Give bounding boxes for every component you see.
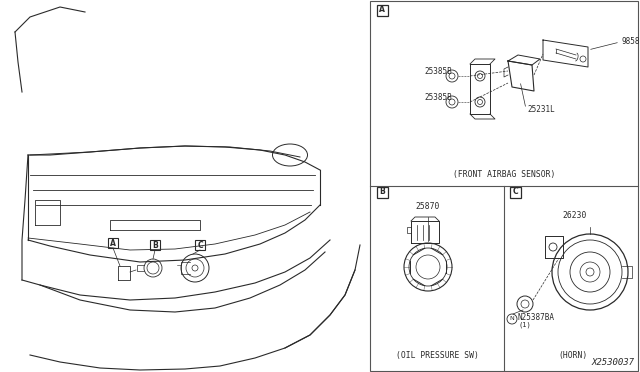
Bar (195, 240, 205, 250)
Text: C: C (512, 187, 518, 196)
Bar (376, 4, 387, 16)
Text: (1): (1) (518, 322, 531, 328)
Bar (370, 1, 638, 371)
Text: 25385B: 25385B (424, 67, 452, 76)
Text: 25231L: 25231L (527, 105, 555, 113)
Text: (FRONT AIRBAG SENSOR): (FRONT AIRBAG SENSOR) (453, 170, 555, 179)
Text: 26230: 26230 (563, 211, 587, 220)
Bar (509, 186, 520, 198)
Text: (OIL PRESSURE SW): (OIL PRESSURE SW) (396, 351, 479, 360)
Text: 98581: 98581 (621, 38, 640, 46)
Text: B: B (379, 187, 385, 196)
Text: (HORN): (HORN) (558, 351, 588, 360)
Bar (376, 186, 387, 198)
Text: 25385B: 25385B (424, 93, 452, 102)
Text: X2530037: X2530037 (592, 358, 635, 367)
Text: A: A (379, 6, 385, 15)
Text: A: A (110, 238, 116, 247)
Text: B: B (152, 241, 158, 250)
Bar (108, 238, 118, 248)
Text: N: N (509, 317, 515, 321)
Text: 25870: 25870 (416, 202, 440, 211)
Text: C: C (197, 241, 203, 250)
Text: N25387BA: N25387BA (518, 312, 555, 321)
Bar (150, 240, 160, 250)
